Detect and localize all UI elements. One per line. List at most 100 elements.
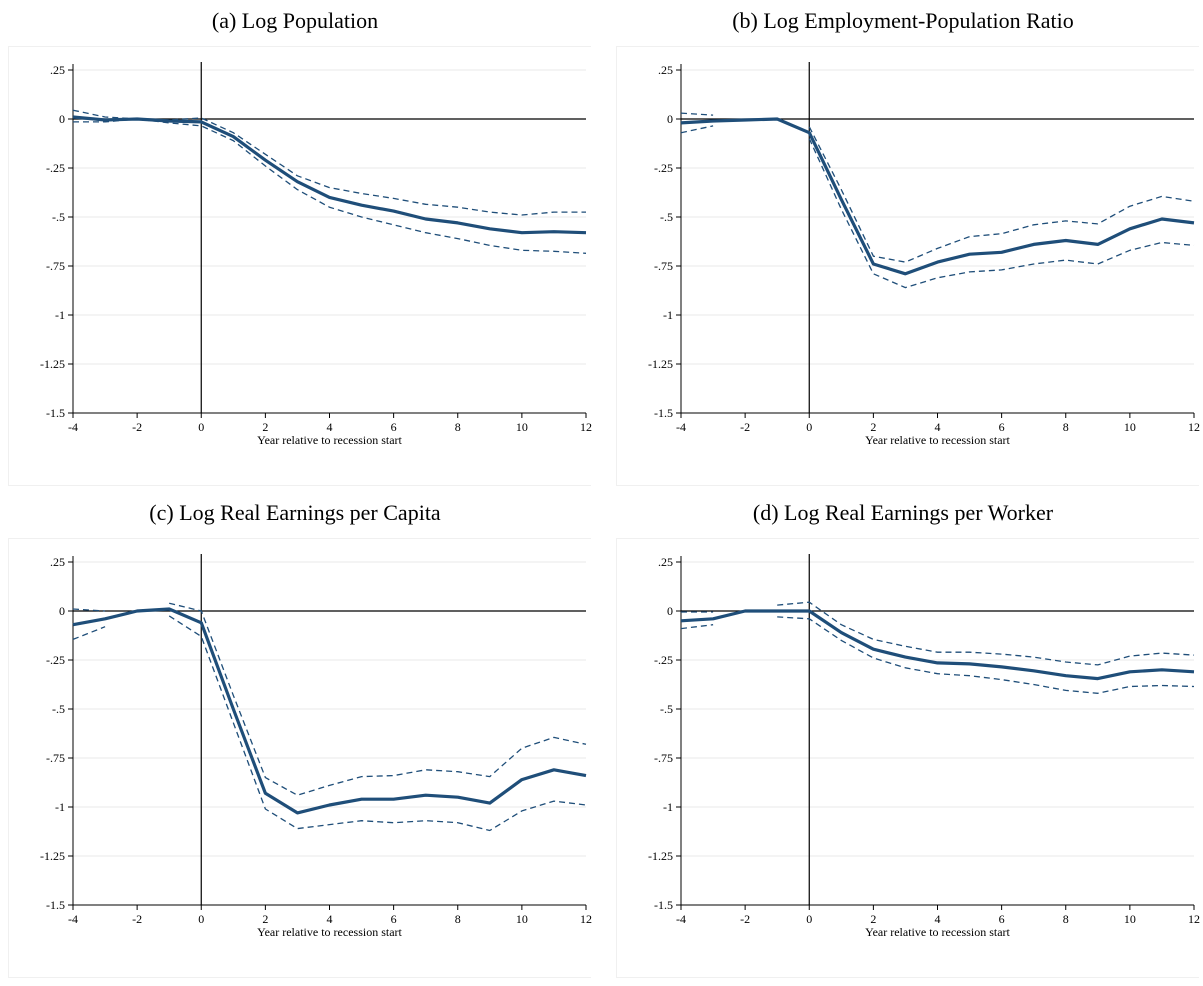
plot-area-frame [616,538,1199,978]
x-tick-label: 10 [516,420,528,434]
y-tick-label: -.75 [46,751,65,765]
x-axis-label: Year relative to recession start [865,433,1010,447]
x-tick-label: 12 [580,420,592,434]
y-tick-label: -.5 [52,702,65,716]
panel-title: (b) Log Employment-Population Ratio [732,8,1074,33]
lower-ci-line [808,138,1195,289]
upper-ci-line [169,602,587,796]
y-tick-label: -1.5 [654,406,673,420]
panel-title: (c) Log Real Earnings per Capita [149,500,441,525]
x-tick-label: -2 [132,912,142,926]
panel-title: (d) Log Real Earnings per Worker [752,500,1054,525]
upper-ci-line [680,112,714,116]
y-tick-label: .25 [658,63,673,77]
panel-d: (d) Log Real Earnings per Worker .25 0 -.2… [608,492,1200,982]
y-tick-label: -.5 [660,210,673,224]
x-tick-label: 8 [1063,420,1069,434]
x-tick-label: 2 [262,912,268,926]
x-tick-label: 2 [262,420,268,434]
x-tick-label: 8 [455,420,461,434]
y-tick-label: -.25 [654,653,673,667]
x-tick-label: 12 [1188,912,1200,926]
panel-b: (b) Log Employment-Population Ratio .25 0… [608,0,1200,490]
x-tick-label: -4 [676,912,686,926]
x-tick-label: 0 [198,420,204,434]
x-tick-label: 2 [870,420,876,434]
y-tick-label: .25 [50,555,65,569]
chart-d: .25 0 -.25 -.5 -.75 -1 -1.25 -1.5-4 -2 0 2 4 6 8 10 12 Y… [648,554,1200,939]
x-tick-label: 2 [870,912,876,926]
x-tick-label: 12 [1188,420,1200,434]
lower-ci-line [680,125,714,134]
estimate-line [680,117,1195,276]
x-tick-label: -2 [740,912,750,926]
panel-c: (c) Log Real Earnings per Capita .25 0 -.2… [0,492,592,982]
y-tick-label: -.75 [46,259,65,273]
plot-area-frame [616,46,1199,486]
panel-title: (a) Log Population [211,8,379,33]
y-tick-label: -.5 [52,210,65,224]
y-tick-label: .25 [50,63,65,77]
y-tick-label: 0 [667,604,673,618]
upper-ci-line [777,601,1195,666]
y-tick-label: 0 [59,604,65,618]
y-tick-label: -.75 [654,259,673,273]
upper-ci-line [72,109,586,216]
y-tick-label: -1.25 [40,849,65,863]
y-tick-label: -1.25 [648,357,673,371]
chart-c: .25 0 -.25 -.5 -.75 -1 -1.25 -1.5-4 -2 0 2 4 6 8 10 12 Y… [40,554,592,939]
lower-ci-line [72,626,106,641]
x-tick-label: 8 [455,912,461,926]
y-tick-label: 0 [59,112,65,126]
y-tick-label: -.5 [660,702,673,716]
y-tick-label: -1 [663,308,673,322]
y-tick-label: -1.5 [46,898,65,912]
lower-ci-line [168,615,587,832]
y-tick-label: -.25 [654,161,673,175]
x-tick-label: 4 [935,420,941,434]
y-tick-label: -1 [55,308,65,322]
x-tick-label: 6 [999,420,1005,434]
y-tick-label: -1.25 [648,849,673,863]
estimate-line [680,609,1195,681]
x-tick-label: 10 [516,912,528,926]
x-tick-label: 10 [1124,912,1136,926]
plot-area-frame [8,538,591,978]
x-axis-label: Year relative to recession start [257,433,402,447]
y-tick-label: -1.5 [46,406,65,420]
upper-ci-line [72,608,106,612]
x-tick-label: 8 [1063,912,1069,926]
estimate-line [72,115,587,235]
y-tick-label: -1.25 [40,357,65,371]
x-tick-label: -2 [132,420,142,434]
y-tick-label: 0 [667,112,673,126]
x-tick-label: 6 [999,912,1005,926]
upper-ci-line [808,126,1195,263]
x-tick-label: -4 [676,420,686,434]
x-tick-label: 10 [1124,420,1136,434]
y-tick-label: .25 [658,555,673,569]
lower-ci-line [680,624,714,630]
lower-ci-line [73,118,587,254]
x-tick-label: 6 [391,420,397,434]
x-tick-label: 12 [580,912,592,926]
x-axis-label: Year relative to recession start [865,925,1010,939]
chart-b: .25 0 -.25 -.5 -.75 -1 -1.25 -1.5-4 -2 0 2 4 6 8 10 12 Y… [648,62,1200,447]
x-tick-label: 4 [935,912,941,926]
lower-ci-line [777,616,1195,694]
chart-a: .25 0 -.25 -.5 -.75 -1 -1.25 -1.5-4 -2 0 2 4 6 8 10 12 Y… [40,62,592,447]
estimate-line [72,607,587,815]
x-tick-label: -4 [68,912,78,926]
panel-a: (a) Log Population .25 0 -.25 -.5 -.75 -1 -1.2… [0,0,592,490]
x-tick-label: 4 [327,912,333,926]
y-tick-label: -.25 [46,161,65,175]
y-tick-label: -.25 [46,653,65,667]
x-tick-label: 0 [198,912,204,926]
x-tick-label: -4 [68,420,78,434]
plot-area-frame [8,46,591,486]
y-tick-label: -1 [663,800,673,814]
y-tick-label: -.75 [654,751,673,765]
y-tick-label: -1.5 [654,898,673,912]
x-tick-label: 4 [327,420,333,434]
x-tick-label: 0 [806,420,812,434]
